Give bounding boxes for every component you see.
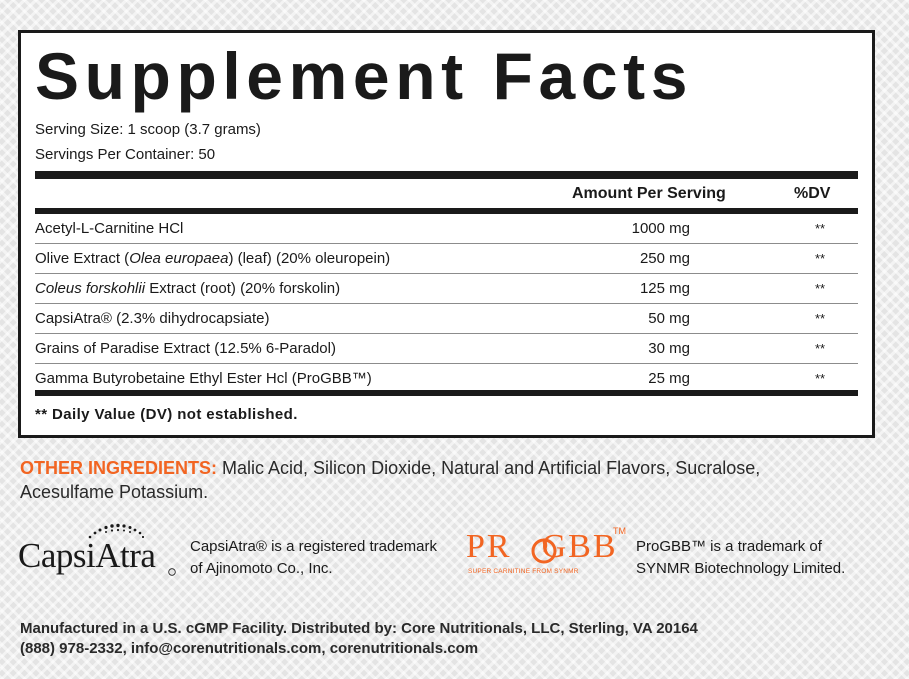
ingredient-name: Acetyl-L-Carnitine HCl — [35, 220, 183, 238]
dotted-arc-icon — [88, 523, 145, 539]
capsiatra-logo: CapsiAtra — [18, 520, 180, 580]
ingredient-name: Coleus forskohlii Extract (root) (20% fo… — [35, 280, 340, 298]
ingredient-dv: ** — [815, 221, 826, 236]
other-ingredients: OTHER INGREDIENTS: Malic Acid, Silicon D… — [20, 456, 780, 504]
ingredient-name: Olive Extract (Olea europaea) (leaf) (20… — [35, 250, 390, 268]
progbb-logo: PR GBB TM SUPER CARNITINE FROM SYNMR — [466, 526, 631, 584]
table-row: Grains of Paradise Extract (12.5% 6-Para… — [35, 334, 858, 364]
progbb-wordmark-left: PR — [466, 528, 512, 565]
ingredient-name-suffix: Extract (root) (20% forskolin) — [145, 280, 341, 297]
table-row: Olive Extract (Olea europaea) (leaf) (20… — [35, 244, 858, 274]
servings-per-container: Servings Per Container: 50 — [35, 146, 216, 163]
manufacturer-line-1: Manufactured in a U.S. cGMP Facility. Di… — [20, 620, 698, 637]
progbb-tagline: SUPER CARNITINE FROM SYNMR — [468, 568, 579, 575]
ingredient-dv: ** — [815, 311, 826, 326]
manufacturer-line-2: (888) 978-2332, info@corenutritionals.co… — [20, 640, 479, 657]
table-row: Coleus forskohlii Extract (root) (20% fo… — [35, 274, 858, 304]
ingredient-name-text: Gamma Butyrobetaine Ethyl Ester Hcl (Pro… — [35, 370, 372, 387]
ingredient-name-text: Grains of Paradise Extract (12.5% 6-Para… — [35, 340, 336, 357]
ingredient-name-text: CapsiAtra® (2.3% dihydrocapsiate) — [35, 310, 270, 327]
ingredient-amount: 25 mg — [648, 370, 690, 387]
ingredient-amount: 125 mg — [639, 280, 690, 297]
ingredient-name-text: Olive Extract ( — [35, 250, 130, 267]
ingredient-latin-name: Coleus forskohlii — [35, 280, 146, 297]
ingredient-name: Gamma Butyrobetaine Ethyl Ester Hcl (Pro… — [35, 370, 372, 388]
other-ingredients-label: OTHER INGREDIENTS: — [20, 458, 218, 478]
capsiatra-trademark-note: CapsiAtra® is a registered trademark of … — [190, 538, 437, 577]
thick-rule-header — [35, 208, 858, 214]
ingredient-dv: ** — [815, 371, 826, 386]
table-row: Gamma Butyrobetaine Ethyl Ester Hcl (Pro… — [35, 364, 858, 394]
other-ingredients-text: Malic Acid, Silicon Dioxide, Natural and… — [20, 458, 761, 502]
progbb-tm: TM — [613, 526, 626, 536]
table-row: CapsiAtra® (2.3% dihydrocapsiate) 50 mg … — [35, 304, 858, 334]
serving-size: Serving Size: 1 scoop (3.7 grams) — [35, 121, 261, 138]
ingredient-amount: 250 mg — [639, 250, 690, 267]
ingredient-name: CapsiAtra® (2.3% dihydrocapsiate) — [35, 310, 270, 328]
flame-icon — [531, 538, 557, 564]
ingredient-latin-name: Olea europaea — [129, 250, 229, 267]
ingredient-amount: 30 mg — [648, 340, 690, 357]
ingredient-amount: 50 mg — [648, 310, 690, 327]
supplement-facts-panel: Supplement Facts Serving Size: 1 scoop (… — [18, 30, 875, 438]
column-header-dv: %DV — [794, 185, 831, 202]
column-header-amount: Amount Per Serving — [572, 185, 726, 202]
ingredient-name-suffix: ) (leaf) (20% oleuropein) — [228, 250, 391, 267]
dv-footnote: ** Daily Value (DV) not established. — [35, 406, 298, 423]
thick-rule-bottom — [35, 390, 858, 396]
ingredient-amount: 1000 mg — [631, 220, 690, 237]
ingredient-name: Grains of Paradise Extract (12.5% 6-Para… — [35, 340, 336, 358]
ingredient-dv: ** — [815, 281, 826, 296]
ingredient-dv: ** — [815, 341, 826, 356]
registered-mark-icon — [168, 568, 176, 576]
table-row: Acetyl-L-Carnitine HCl 1000 mg ** — [35, 214, 858, 244]
capsiatra-wordmark: CapsiAtra — [18, 536, 156, 575]
ingredient-dv: ** — [815, 251, 826, 266]
ingredient-name-text: Acetyl-L-Carnitine HCl — [35, 220, 184, 237]
ingredient-table: Acetyl-L-Carnitine HCl 1000 mg ** Olive … — [35, 214, 858, 394]
progbb-trademark-note: ProGBB™ is a trademark of SYNMR Biotechn… — [636, 538, 846, 577]
thick-rule-top — [35, 171, 858, 179]
panel-title: Supplement Facts — [35, 39, 694, 113]
